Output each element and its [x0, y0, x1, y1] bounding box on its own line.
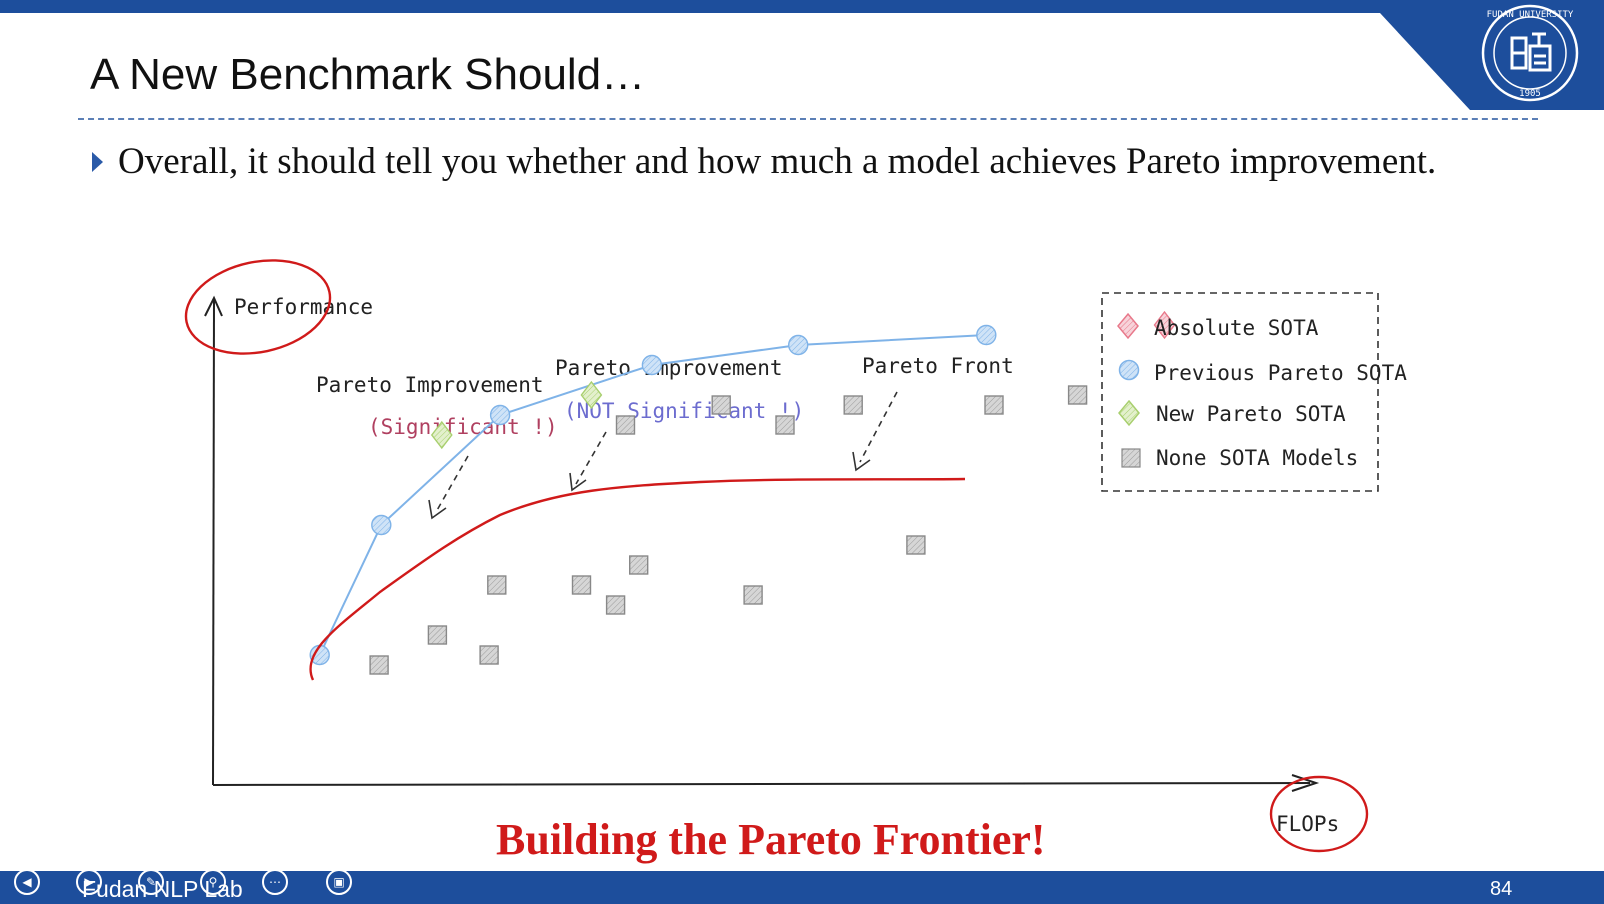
annotation-3-title: Pareto Front	[862, 354, 1014, 378]
legend-label: None SOTA Models	[1156, 446, 1358, 470]
bullet-arrow-icon	[92, 152, 103, 172]
legend-previous-pareto-sota: Previous Pareto SOTA	[1118, 359, 1407, 385]
pareto-front-line	[318, 334, 987, 656]
slide-title: A New Benchmark Should…	[90, 50, 646, 99]
none-sota-model-point	[711, 395, 731, 415]
previous-slide-icon[interactable]: ◀	[14, 869, 40, 895]
annotation-3-arrow-icon	[852, 451, 871, 472]
previous-pareto-sota-point	[976, 324, 997, 346]
previous-pareto-sota-point	[788, 334, 809, 356]
svg-text:1905: 1905	[1519, 89, 1541, 99]
annotation-2-arrow-icon	[569, 472, 587, 492]
legend-label: Previous Pareto SOTA	[1154, 361, 1407, 385]
university-logo: FUDAN UNIVERSITY 1905	[1380, 0, 1604, 110]
legend-diamond-pink-icon	[1117, 312, 1139, 340]
previous-pareto-sota-point	[641, 354, 663, 376]
x-axis-arrow-icon	[1291, 774, 1320, 792]
absolute-sota-point	[1153, 310, 1176, 340]
none-sota-model-point	[427, 625, 448, 645]
new-pareto-sota-point	[580, 380, 603, 410]
y-axis	[212, 299, 215, 786]
legend-new-pareto-sota: New Pareto SOTA	[1118, 399, 1346, 427]
display-settings-icon[interactable]: ▣	[326, 869, 352, 895]
x-axis-label: FLOPs	[1276, 812, 1339, 836]
annotation-2-title: Pareto Improvement	[555, 356, 783, 380]
legend-none-sota-models: None SOTA Models	[1121, 446, 1358, 470]
none-sota-model-point	[487, 575, 507, 595]
highlight-pareto-curve	[309, 477, 966, 681]
none-sota-model-point	[479, 645, 499, 665]
annotation-1-sub: (Significant !)	[368, 415, 558, 439]
none-sota-model-point	[906, 535, 926, 555]
none-sota-model-point	[571, 575, 592, 595]
y-axis-arrow-icon	[204, 295, 223, 317]
legend-label: New Pareto SOTA	[1156, 402, 1346, 426]
none-sota-model-point	[369, 655, 389, 675]
y-axis-label: Performance	[234, 295, 373, 319]
previous-pareto-sota-point	[489, 404, 511, 426]
pen-tool-icon[interactable]: ✎	[138, 869, 164, 895]
title-divider	[78, 118, 1538, 120]
none-sota-model-point	[615, 415, 636, 435]
zoom-icon[interactable]: ⚲	[200, 869, 226, 895]
legend-circle-blue-icon	[1118, 359, 1140, 381]
bullet-text: Overall, it should tell you whether and …	[118, 141, 1437, 182]
none-sota-model-point	[743, 585, 763, 605]
none-sota-model-point	[629, 555, 649, 575]
none-sota-model-point	[775, 415, 795, 435]
page-number: 84	[1490, 878, 1513, 900]
previous-pareto-sota-point	[371, 514, 392, 536]
footer-title: Building the Pareto Frontier!	[496, 815, 1046, 864]
more-options-icon[interactable]: ⋯	[262, 869, 288, 895]
pareto-chart: Performance FLOPs Pareto Improvement (Si…	[184, 259, 1407, 853]
highlight-performance-circle	[184, 259, 332, 355]
none-sota-model-point	[1067, 385, 1088, 405]
none-sota-model-point	[605, 595, 626, 615]
x-axis	[212, 782, 1311, 786]
new-pareto-sota-point	[430, 420, 453, 450]
legend-label: Absolute SOTA	[1154, 316, 1319, 340]
annotation-1-arrow-icon	[428, 499, 447, 520]
legend-absolute-sota: Absolute SOTA	[1117, 312, 1319, 340]
top-band	[0, 0, 1604, 13]
none-sota-model-point	[984, 395, 1004, 415]
highlight-flops-circle	[1269, 775, 1369, 853]
svg-text:FUDAN UNIVERSITY: FUDAN UNIVERSITY	[1487, 10, 1574, 20]
legend-diamond-green-icon	[1118, 399, 1140, 427]
legend-square-gray-icon	[1121, 448, 1141, 468]
annotation-1-title: Pareto Improvement	[316, 373, 544, 397]
next-slide-icon[interactable]: ▶	[76, 869, 102, 895]
none-sota-model-point	[843, 395, 863, 415]
annotation-2-sub: (NOT Significant !)	[564, 399, 804, 423]
legend-box	[1101, 292, 1379, 492]
